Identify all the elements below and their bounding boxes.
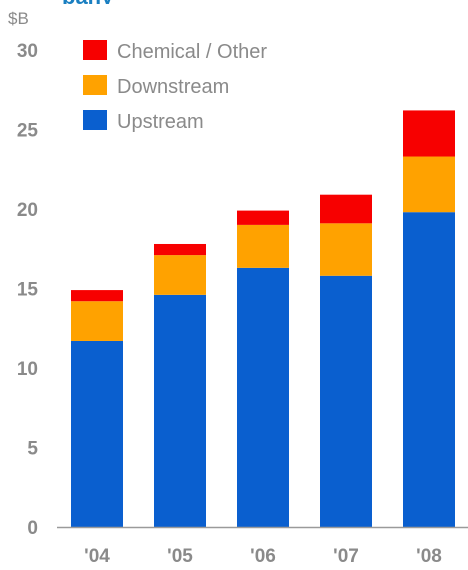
x-tick-label: '08 — [416, 546, 442, 567]
y-tick-label: 5 — [27, 439, 38, 460]
x-tick-label: '04 — [84, 546, 110, 567]
bar-segment-downstream-2 — [237, 224, 289, 268]
bar-segment-chemical-other-2 — [237, 210, 289, 225]
bar-segment-upstream-2 — [237, 267, 289, 527]
bar-segment-downstream-4 — [403, 156, 455, 213]
bar-segment-upstream-0 — [71, 340, 123, 527]
y-axis-ticks: 0 5 10 15 20 25 30 — [17, 41, 39, 539]
bar-segment-chemical-other-4 — [403, 110, 455, 157]
y-tick-label: 30 — [17, 41, 38, 62]
legend: Chemical / Other Downstream Upstream — [83, 40, 267, 133]
y-tick-label: 0 — [27, 518, 38, 539]
x-tick-label: '06 — [250, 546, 276, 567]
y-tick-label: 10 — [17, 359, 38, 380]
y-tick-label: 20 — [17, 200, 38, 221]
y-tick-label: 25 — [17, 121, 39, 142]
x-axis-ticks: '04 '05 '06 '07 '08 — [84, 546, 442, 567]
bar-segment-chemical-other-1 — [154, 243, 206, 256]
bar-segment-upstream-3 — [320, 275, 372, 527]
x-tick-label: '05 — [167, 546, 193, 567]
legend-swatch-chemical-other — [83, 40, 107, 60]
chart-title-fragment: pany — [62, 0, 128, 4]
bar-segment-chemical-other-0 — [71, 290, 123, 302]
y-tick-label: 15 — [17, 280, 39, 301]
legend-label-chemical-other: Chemical / Other — [117, 41, 267, 63]
bar-segment-downstream-0 — [71, 301, 123, 341]
legend-swatch-upstream — [83, 110, 107, 130]
bar-segment-downstream-3 — [320, 223, 372, 276]
legend-label-upstream: Upstream — [117, 111, 204, 133]
bar-segment-downstream-1 — [154, 255, 206, 295]
bar-segment-chemical-other-3 — [320, 194, 372, 224]
x-tick-label: '07 — [333, 546, 359, 567]
y-axis-unit-label: $B — [8, 9, 29, 28]
bar-segment-upstream-1 — [154, 294, 206, 527]
legend-swatch-downstream — [83, 75, 107, 95]
bar-segment-upstream-4 — [403, 212, 455, 527]
bars — [71, 110, 455, 527]
legend-label-downstream: Downstream — [117, 76, 229, 98]
